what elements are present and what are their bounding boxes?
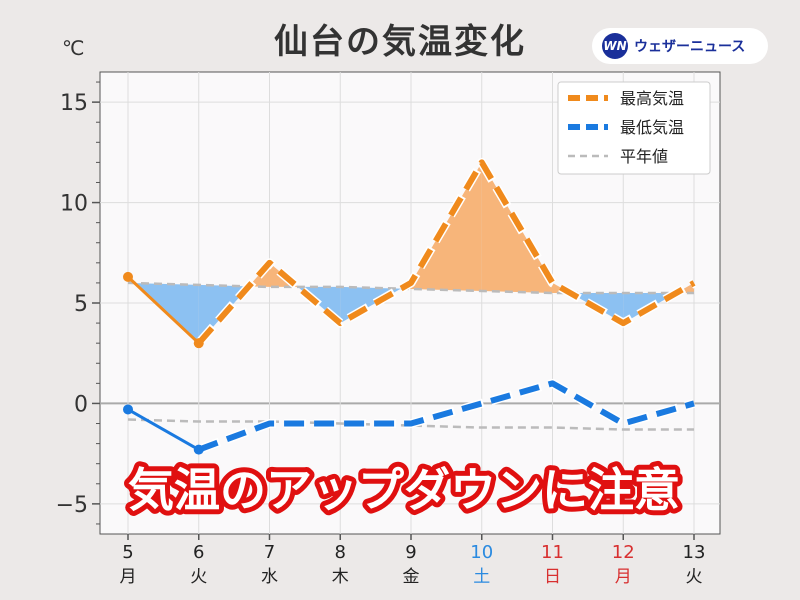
x-tick-label-day: 12 [612, 542, 635, 563]
high-temp-observed-line [126, 275, 200, 345]
logo-text: ウェザーニュース [634, 39, 746, 55]
high-temp-point [123, 271, 133, 282]
y-tick-label: 0 [74, 392, 88, 417]
logo-mark-icon: WN [602, 33, 628, 59]
y-tick-label: −5 [56, 493, 88, 518]
x-tick-label-day: 5 [122, 542, 133, 563]
series-lines [123, 157, 697, 455]
y-tick-label: 5 [74, 292, 88, 317]
x-tick-label-weekday: 土 [473, 567, 490, 587]
x-tick-label-day: 11 [541, 542, 564, 563]
high-temp-forecast-line [196, 159, 696, 346]
axes: −5 0 5 10 15 5 月 6 火 7 水 8 木 9 金 10 土 11 日 12 月 13 火 [56, 81, 706, 587]
x-tick-label-weekday: 日 [544, 567, 561, 587]
x-tick-label-weekday: 金 [403, 567, 420, 587]
x-tick-label-day: 10 [470, 542, 493, 563]
normal-low-line [127, 418, 694, 431]
x-tick-label-weekday: 水 [261, 567, 278, 587]
x-tick-label-day: 8 [335, 542, 346, 563]
legend: 最高気温 最低気温 平年値 [557, 81, 711, 175]
y-tick-label: 10 [60, 192, 88, 217]
low-temp-point [123, 404, 133, 415]
legend-low-label: 最低気温 [620, 118, 684, 137]
caption-banner: 気温のアップダウンに注意 [128, 463, 680, 517]
x-tick-label-day: 9 [405, 542, 416, 563]
x-tick-label-weekday: 木 [332, 567, 349, 587]
x-tick-label-weekday: 火 [686, 567, 703, 587]
x-tick-label-weekday: 月 [615, 567, 632, 587]
x-tick-label-day: 6 [193, 542, 204, 563]
low-temp-forecast-line [197, 380, 695, 453]
x-tick-label-weekday: 月 [120, 567, 137, 587]
x-tick-label-day: 7 [264, 542, 275, 563]
x-tick-label-day: 13 [683, 542, 706, 563]
normal-high-line [127, 281, 694, 295]
y-tick-label: 15 [60, 91, 88, 116]
x-tick-label-weekday: 火 [190, 567, 207, 587]
y-axis-unit: ℃ [62, 36, 85, 60]
chart-title: 仙台の気温変化 [274, 22, 526, 62]
weathernews-logo: WN ウェザーニュース [592, 28, 768, 64]
normal-lines [127, 281, 694, 431]
high-temp-point [193, 338, 204, 349]
legend-normal-label: 平年値 [620, 147, 668, 166]
low-temp-point [193, 444, 204, 455]
legend-high-label: 最高気温 [620, 89, 684, 108]
low-temp-observed-line [127, 408, 200, 451]
